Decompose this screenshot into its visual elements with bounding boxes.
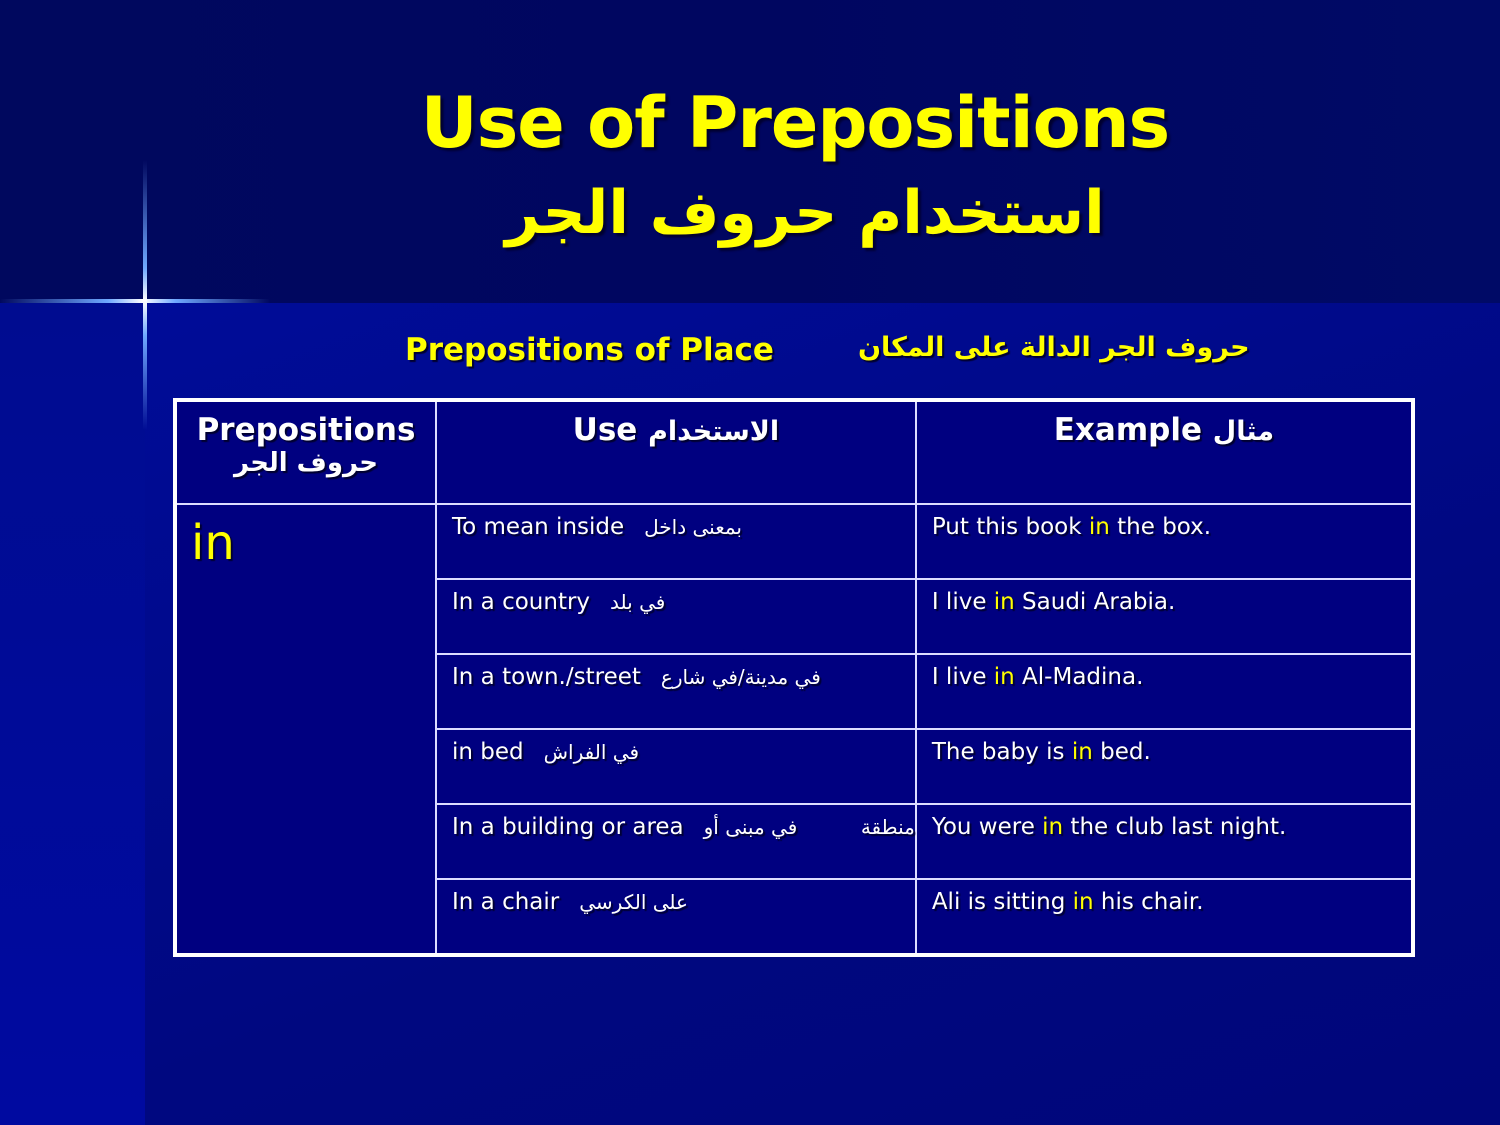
header-use: Use الاستخدام (435, 399, 917, 505)
example-text: I live (931, 664, 994, 690)
use-text-ar: على الكرسي (579, 890, 688, 914)
table-row: in To mean inside بمعنى داخل Put this book … (174, 503, 1415, 956)
use-text-ar: بمعنى داخل (644, 515, 742, 539)
example-text: bed. (1092, 739, 1151, 765)
table-row: in bed في الفراش The baby is in bed. (175, 728, 1415, 805)
example-text: the club last night. (1063, 814, 1287, 840)
header-label-ar: الاستخدام (648, 416, 780, 447)
example-cell: I live in Al-Madina. (914, 653, 1415, 730)
example-cell: You were in the club last night. (914, 803, 1415, 880)
example-text: Ali is sitting (931, 889, 1073, 915)
example-text: the box. (1109, 514, 1212, 540)
use-cell: To mean inside بمعنى داخل (435, 503, 917, 580)
use-cell: In a building or area منطقة في مبنى أو (435, 803, 917, 880)
background-left (0, 303, 145, 1125)
example-highlight: in (1042, 814, 1064, 840)
header-label-ar: حروف الجر (234, 448, 378, 478)
example-cell: Ali is sitting in his chair. (914, 878, 1415, 956)
example-text: Al-Madina. (1014, 664, 1144, 690)
use-text: In a building or area (452, 814, 684, 840)
use-text-ar: منطقة في مبنى أو (703, 815, 915, 839)
table-row: In a building or area منطقة في مبنى أو You… (175, 803, 1415, 880)
use-text: In a country (452, 589, 591, 615)
subtitle-english: Prepositions of Place (405, 332, 774, 368)
example-highlight: in (993, 664, 1015, 690)
title-english: Use of Prepositions (420, 82, 1170, 164)
preposition-cell: in (174, 503, 437, 956)
prepositions-table: Prepositions حروف الجر Use الاستخدام Exa… (173, 398, 1415, 957)
header-label: Example (1053, 412, 1202, 448)
use-text-ar: في مدينة/في شارع (660, 665, 821, 689)
use-text: To mean inside (452, 514, 625, 540)
use-text: In a town./street (452, 664, 641, 690)
example-highlight: in (1088, 514, 1110, 540)
use-cell: In a country في بلد (435, 578, 917, 655)
example-text: You were (931, 814, 1043, 840)
header-label-ar: مثال (1212, 416, 1275, 447)
example-text: Saudi Arabia. (1014, 589, 1176, 615)
example-text: Put this book (931, 514, 1089, 540)
header-label: Prepositions (196, 412, 416, 448)
use-cell: in bed في الفراش (435, 728, 917, 805)
header-prepositions: Prepositions حروف الجر (174, 399, 437, 505)
example-text: The baby is (931, 739, 1072, 765)
table-row: In a town./street في مدينة/في شارع I live … (175, 653, 1415, 730)
header-example: Example مثال (914, 399, 1415, 505)
example-cell: I live in Saudi Arabia. (914, 578, 1415, 655)
example-cell: The baby is in bed. (914, 728, 1415, 805)
example-cell: Put this book in the box. (914, 503, 1415, 580)
example-text: his chair. (1093, 889, 1204, 915)
header-label: Use (572, 412, 638, 448)
star-flare-icon (0, 299, 270, 303)
background-top (0, 0, 1500, 303)
star-flare-vertical (143, 160, 147, 430)
example-text: I live (931, 589, 994, 615)
use-cell: In a chair على الكرسي (435, 878, 917, 956)
use-text-ar: في بلد (610, 590, 666, 614)
use-text: in bed (452, 739, 524, 765)
table-row: In a country في بلد I live in Saudi Arabia… (175, 578, 1415, 655)
use-cell: In a town./street في مدينة/في شارع (435, 653, 917, 730)
example-highlight: in (1071, 739, 1093, 765)
use-text-ar: في الفراش (543, 740, 640, 764)
title-arabic: استخدام حروف الجر (505, 178, 1105, 248)
header-row: Prepositions حروف الجر Use الاستخدام Exa… (174, 399, 1415, 505)
subtitle-arabic: حروف الجر الدالة على المكان (858, 332, 1250, 363)
table-row: In a chair على الكرسي Ali is sitting in hi… (175, 878, 1415, 956)
example-highlight: in (1072, 889, 1094, 915)
use-text: In a chair (452, 889, 560, 915)
example-highlight: in (993, 589, 1015, 615)
